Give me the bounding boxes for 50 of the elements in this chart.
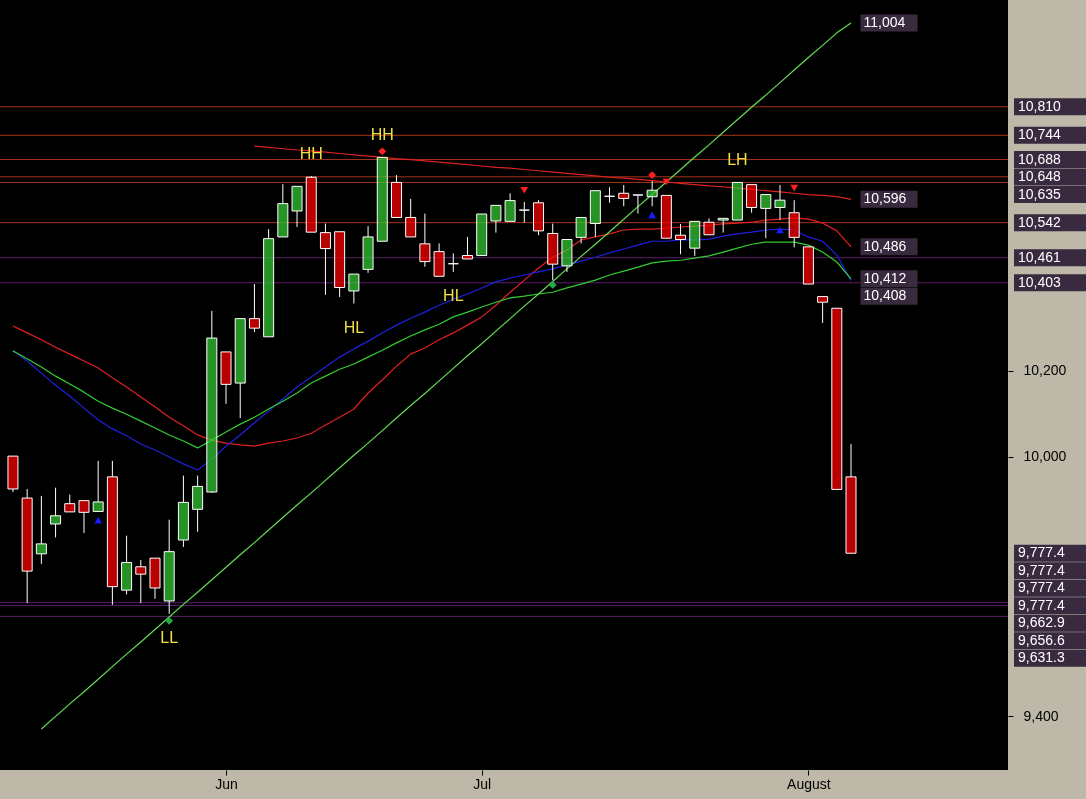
text: 9,777.4 <box>1018 596 1065 613</box>
candlestick <box>106 460 118 606</box>
x-tick-label: Jun <box>215 775 238 792</box>
ref-line-label: 10,648 <box>1018 168 1062 185</box>
text: 9,777.4 <box>1018 544 1065 561</box>
ref-line-label: 10,635 <box>1018 185 1062 202</box>
point <box>548 281 557 289</box>
candlestick <box>419 213 431 268</box>
text: 9,777.4 <box>1018 561 1065 578</box>
ref-line-label: 10,461 <box>1018 248 1062 265</box>
point <box>378 147 387 156</box>
point <box>790 184 799 192</box>
y-tick-label: 10,200 <box>1023 362 1067 379</box>
point <box>648 211 657 219</box>
candlestick <box>50 487 62 538</box>
ref-line-label: 9,631.3 <box>1018 649 1065 666</box>
candlestick <box>788 199 800 248</box>
text: HL <box>343 318 365 336</box>
ref-line-label: 10,403 <box>1018 273 1062 290</box>
candlestick <box>362 225 374 274</box>
data-label: 10,412 <box>863 269 907 286</box>
line-series <box>40 22 852 730</box>
ref-line-label: 10,542 <box>1018 213 1062 230</box>
candlestick <box>675 223 687 255</box>
x-tick-label: Jul <box>473 775 492 792</box>
point <box>165 616 174 625</box>
data-label: 10,486 <box>863 237 907 254</box>
candlestick <box>646 180 658 207</box>
candlestick <box>604 186 616 204</box>
y-tick-label: 9,400 <box>1023 707 1059 724</box>
candlestick <box>163 519 175 615</box>
candlestick <box>774 184 786 221</box>
ref-line-label: 9,662.9 <box>1018 614 1065 631</box>
point <box>520 186 529 194</box>
candlestick <box>35 495 47 565</box>
ref-line-label: 10,744 <box>1018 126 1062 143</box>
y-tick-label: 10,000 <box>1023 448 1067 465</box>
data-label: 10,596 <box>863 190 907 207</box>
candlestick <box>447 252 459 273</box>
text: 9,777.4 <box>1018 579 1065 596</box>
ref-line-label: 10,688 <box>1018 150 1062 167</box>
data-label: 10,408 <box>863 287 907 304</box>
text: LL <box>160 628 179 646</box>
x-tick-label: August <box>787 775 831 792</box>
ref-line-label: 10,810 <box>1018 97 1062 114</box>
data-label: 11,004 <box>863 13 906 30</box>
point <box>648 171 657 179</box>
candlestick <box>547 223 559 281</box>
candlestick <box>192 475 204 533</box>
ref-line-label: 9,656.6 <box>1018 631 1065 648</box>
